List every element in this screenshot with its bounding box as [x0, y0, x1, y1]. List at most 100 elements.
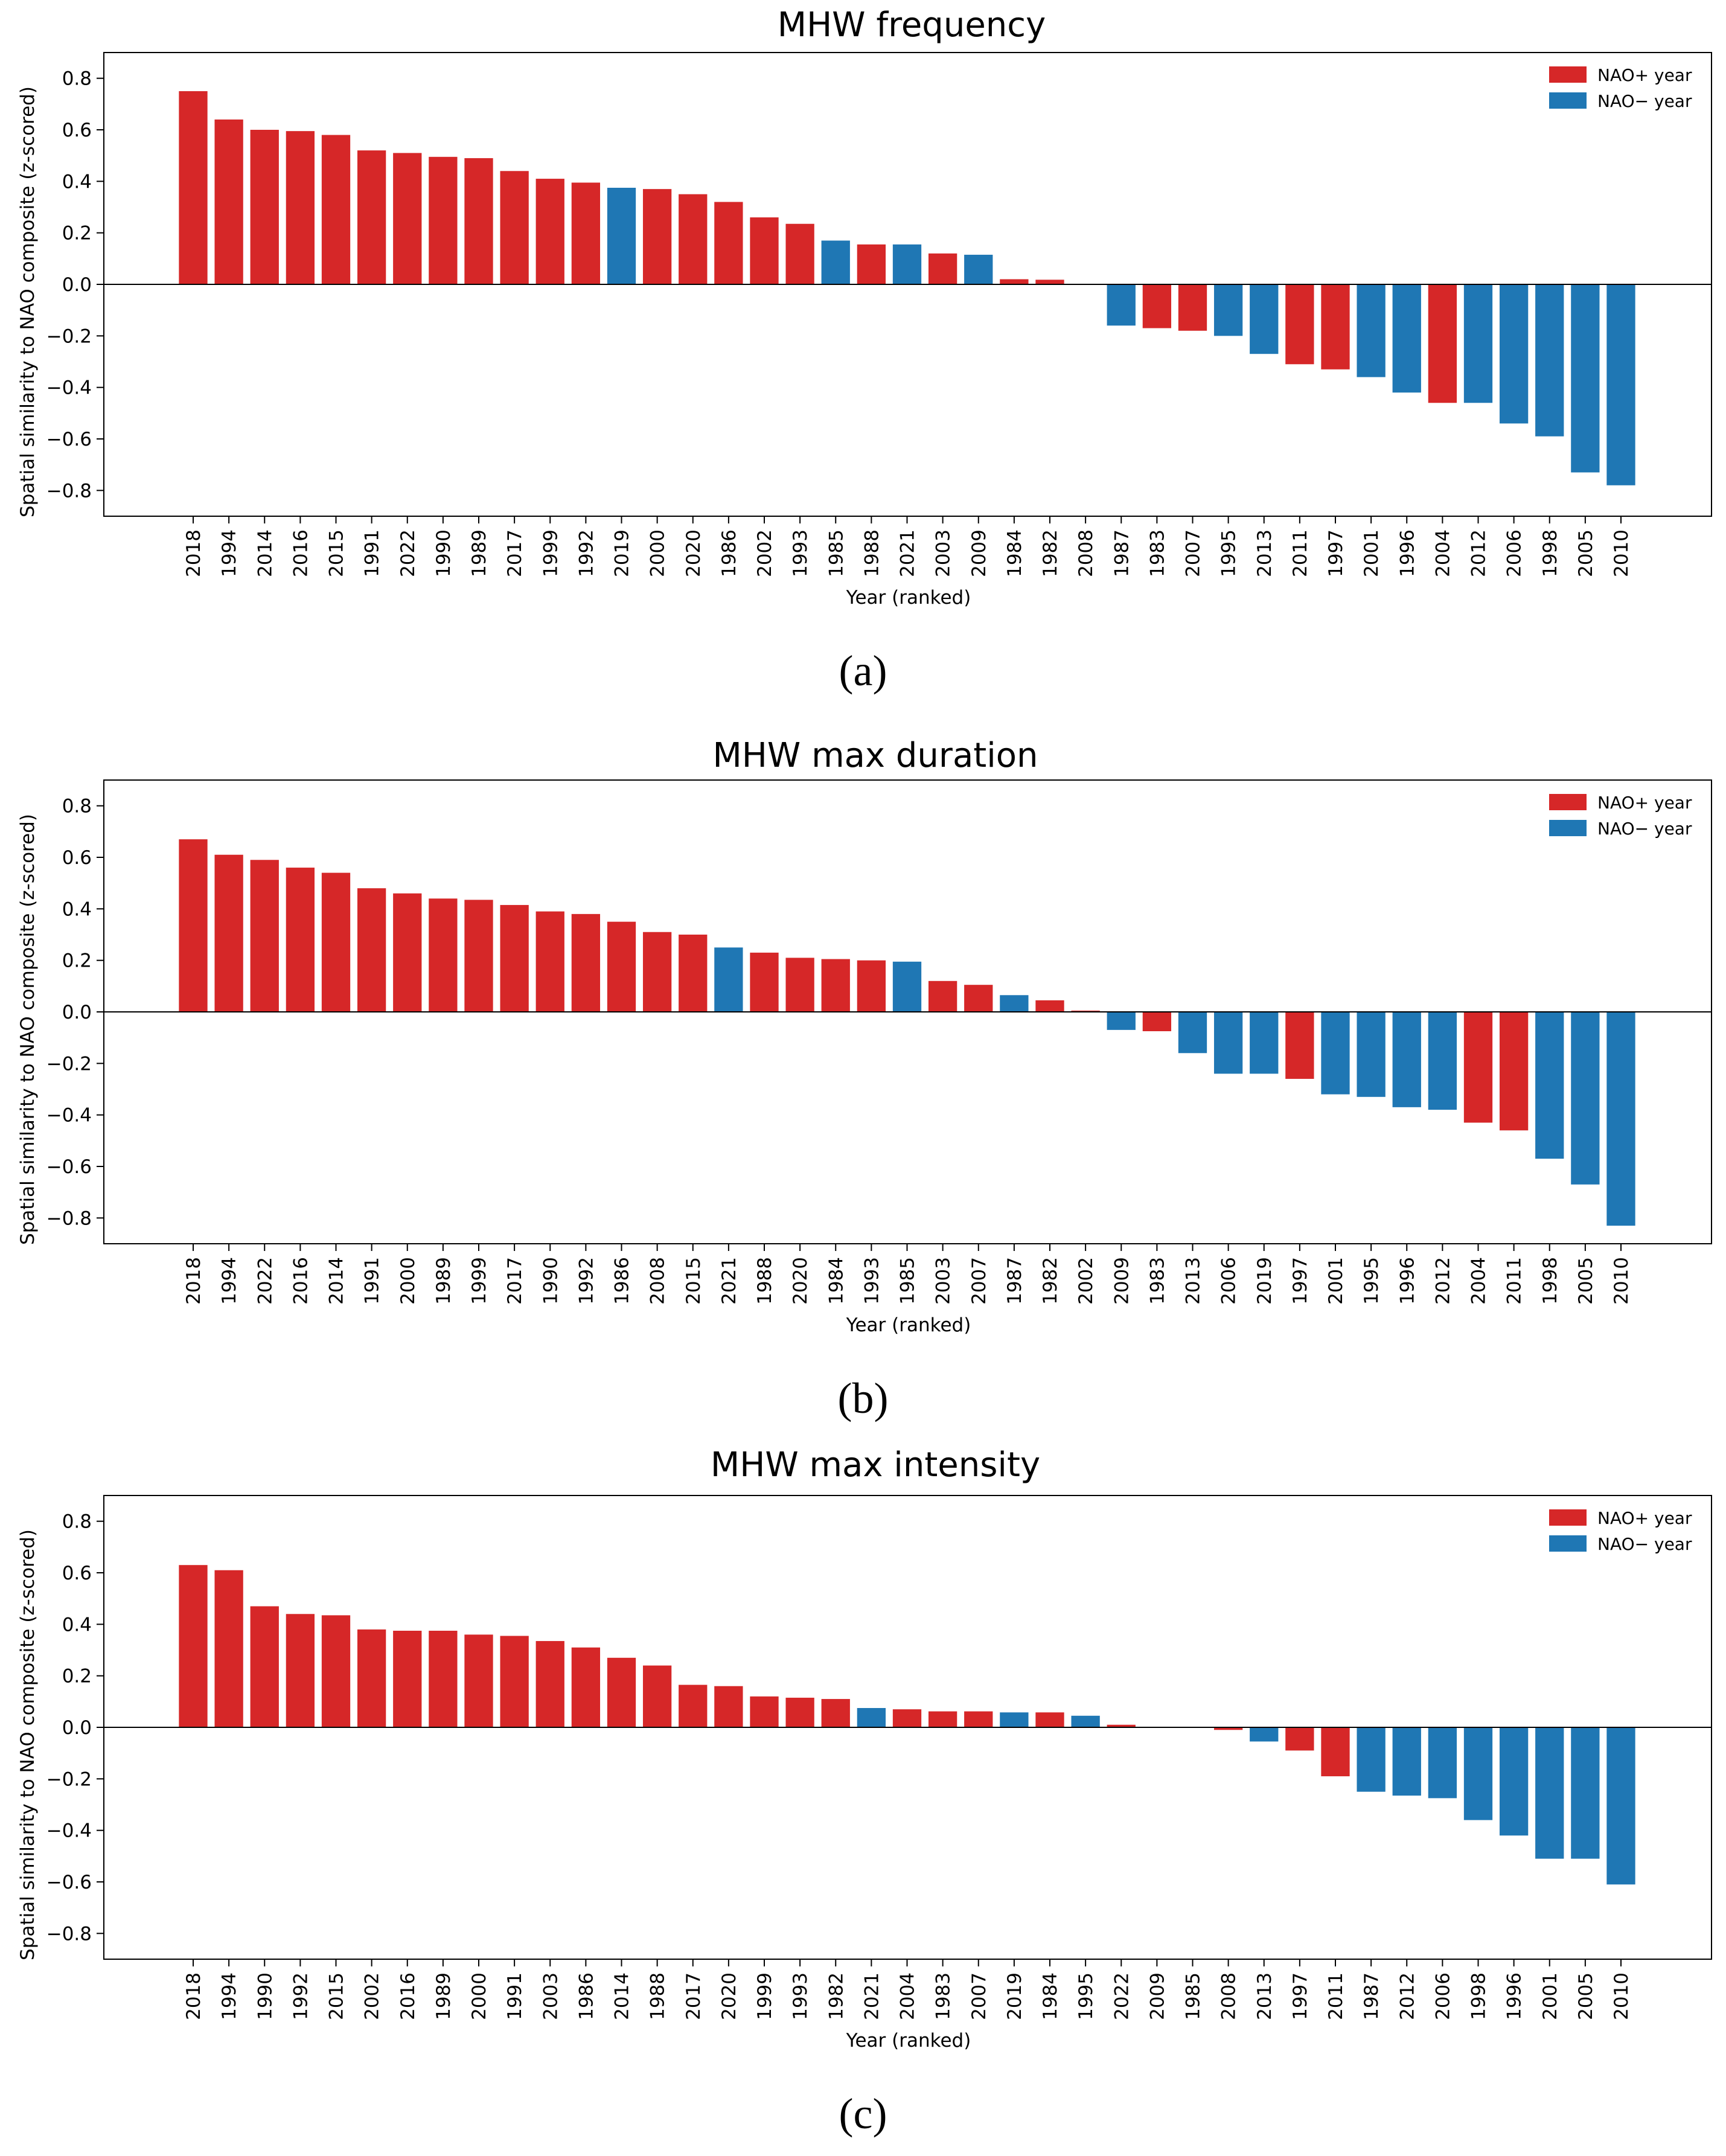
- x-tick-label: 2008: [647, 1257, 669, 1305]
- x-tick-label: 2021: [861, 1972, 883, 2020]
- y-axis-label: Spatial similarity to NAO composite (z-s…: [17, 86, 39, 517]
- chart-svg-intensity: MHW max intensity Spatial similarity to …: [17, 1445, 1712, 2052]
- bar-1984: [1035, 1712, 1064, 1727]
- bar-2005: [1571, 1012, 1600, 1185]
- legend-swatch-nao-pos: [1549, 1509, 1587, 1526]
- chart-panel-c: MHW max intensity Spatial similarity to …: [0, 1443, 1726, 2155]
- bar-1990: [535, 911, 564, 1012]
- x-tick-label: 2001: [1539, 1972, 1561, 2020]
- bar-2014: [607, 1657, 636, 1727]
- legend-swatch-nao-neg: [1549, 1535, 1587, 1552]
- bar-2020: [714, 1686, 743, 1727]
- bar-2009: [1107, 1012, 1136, 1030]
- x-tick-label: 1996: [1396, 1257, 1418, 1305]
- x-tick-label: 1984: [1004, 529, 1026, 577]
- bar-1994: [214, 1570, 243, 1727]
- bar-2019: [607, 188, 636, 284]
- x-tick-label: 2000: [397, 1257, 419, 1305]
- legend-label-nao-pos: NAO+ year: [1597, 1508, 1692, 1528]
- x-tick-label: 1990: [433, 529, 455, 577]
- bar-1995: [1071, 1715, 1100, 1727]
- x-tick-label: 2004: [1432, 529, 1454, 577]
- x-tick-label: 1997: [1290, 1257, 1311, 1305]
- bar-1992: [286, 1614, 315, 1727]
- bar-1982: [1035, 280, 1064, 284]
- bar-2010: [1606, 284, 1635, 485]
- x-tick-label: 2022: [397, 529, 419, 577]
- bar-2007: [964, 1711, 993, 1727]
- bar-1996: [1392, 284, 1421, 393]
- bar-2001: [1321, 1012, 1350, 1095]
- bar-1986: [607, 921, 636, 1012]
- bar-1999: [535, 179, 564, 284]
- x-tick-label: 1992: [575, 529, 597, 577]
- x-tick-label: 1995: [1361, 1257, 1382, 1305]
- x-tick-label: 2005: [1575, 529, 1597, 577]
- bars: [179, 91, 1635, 485]
- x-tick-label: 2016: [290, 529, 312, 577]
- bar-2003: [928, 253, 957, 284]
- chart-title: MHW frequency: [778, 5, 1046, 45]
- bar-2003: [928, 980, 957, 1012]
- bar-1996: [1499, 1727, 1529, 1836]
- x-tick-label: 2004: [897, 1972, 919, 2020]
- x-tick-label: 2007: [968, 1257, 990, 1305]
- x-tick-label: 1983: [933, 1972, 954, 2020]
- bar-2022: [393, 153, 422, 284]
- bar-2002: [1071, 1010, 1100, 1012]
- bar-1998: [1535, 284, 1564, 437]
- legend-swatch-nao-neg: [1549, 820, 1587, 836]
- bar-2016: [393, 1631, 422, 1727]
- bar-1987: [1357, 1727, 1386, 1792]
- y-ticks: 0.8 0.6 0.4 0.2 0.0 −0.2 −0.4 −0.6 −0.8: [46, 796, 104, 1229]
- y-tick-label: 0.6: [62, 120, 92, 141]
- x-tick-label: 1994: [219, 1257, 240, 1305]
- bar-1997: [1285, 1012, 1314, 1079]
- y-tick-label: −0.4: [46, 377, 92, 399]
- bar-2001: [1357, 284, 1386, 377]
- bar-2004: [892, 1709, 922, 1727]
- bar-2011: [1499, 1012, 1529, 1131]
- x-tick-label: 1983: [1146, 1257, 1168, 1305]
- y-tick-label: 0.4: [62, 171, 92, 193]
- x-tick-label: 2020: [790, 1257, 811, 1305]
- bar-2000: [393, 893, 422, 1012]
- x-tick-label: 2017: [504, 529, 526, 577]
- bar-2019: [1250, 1012, 1279, 1074]
- bar-1990: [250, 1606, 279, 1727]
- bar-1991: [357, 888, 386, 1012]
- bar-2013: [1178, 1012, 1207, 1054]
- x-tick-label: 1985: [1183, 1972, 1204, 2020]
- x-tick-label: 2004: [1468, 1257, 1490, 1305]
- x-ticks: 2018 1994 2022 2016 2014 1991 2000 1989 1999 2017…: [183, 1244, 1632, 1305]
- bar-1993: [785, 1697, 814, 1727]
- x-tick-label: 2006: [1218, 1257, 1240, 1305]
- bar-1988: [642, 1665, 672, 1727]
- bar-2012: [1428, 1012, 1457, 1110]
- x-tick-label: 1986: [575, 1972, 597, 2020]
- x-tick-label: 2007: [968, 1972, 990, 2020]
- x-tick-label: 1997: [1325, 529, 1347, 577]
- y-tick-label: 0.4: [62, 898, 92, 920]
- x-tick-label: 2021: [897, 529, 919, 577]
- y-axis-label: Spatial similarity to NAO composite (z-s…: [17, 1529, 39, 1960]
- x-tick-label: 2009: [1111, 1257, 1133, 1305]
- x-tick-label: 1982: [1040, 1257, 1061, 1305]
- chart-title: MHW max duration: [712, 736, 1038, 775]
- bar-1989: [464, 158, 493, 284]
- bar-2017: [500, 171, 529, 284]
- bar-2018: [179, 1565, 208, 1727]
- x-tick-label: 1986: [612, 1257, 633, 1305]
- bar-2021: [857, 1708, 886, 1727]
- legend-label-nao-neg: NAO− year: [1597, 1534, 1692, 1554]
- y-tick-label: 0.0: [62, 274, 92, 296]
- y-tick-label: −0.8: [46, 1208, 92, 1229]
- bar-1989: [429, 1631, 458, 1727]
- bar-1990: [429, 156, 458, 284]
- x-tick-label: 1993: [861, 1257, 883, 1305]
- x-ticks: 2018 1994 1990 1992 2015 2002 2016 1989 2000 1991…: [183, 1959, 1632, 2020]
- bar-1982: [1035, 1000, 1064, 1012]
- bar-2020: [679, 194, 708, 284]
- bar-1999: [750, 1696, 779, 1727]
- bar-2022: [1107, 1724, 1136, 1727]
